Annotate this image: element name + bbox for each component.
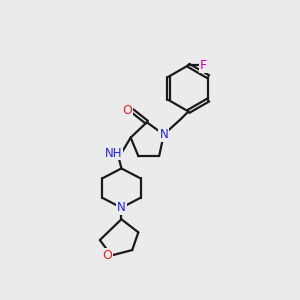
Text: N: N: [159, 128, 168, 141]
Text: F: F: [200, 59, 207, 72]
Text: O: O: [122, 104, 132, 117]
Text: NH: NH: [105, 146, 122, 160]
Text: O: O: [103, 249, 112, 262]
Text: N: N: [117, 201, 126, 214]
